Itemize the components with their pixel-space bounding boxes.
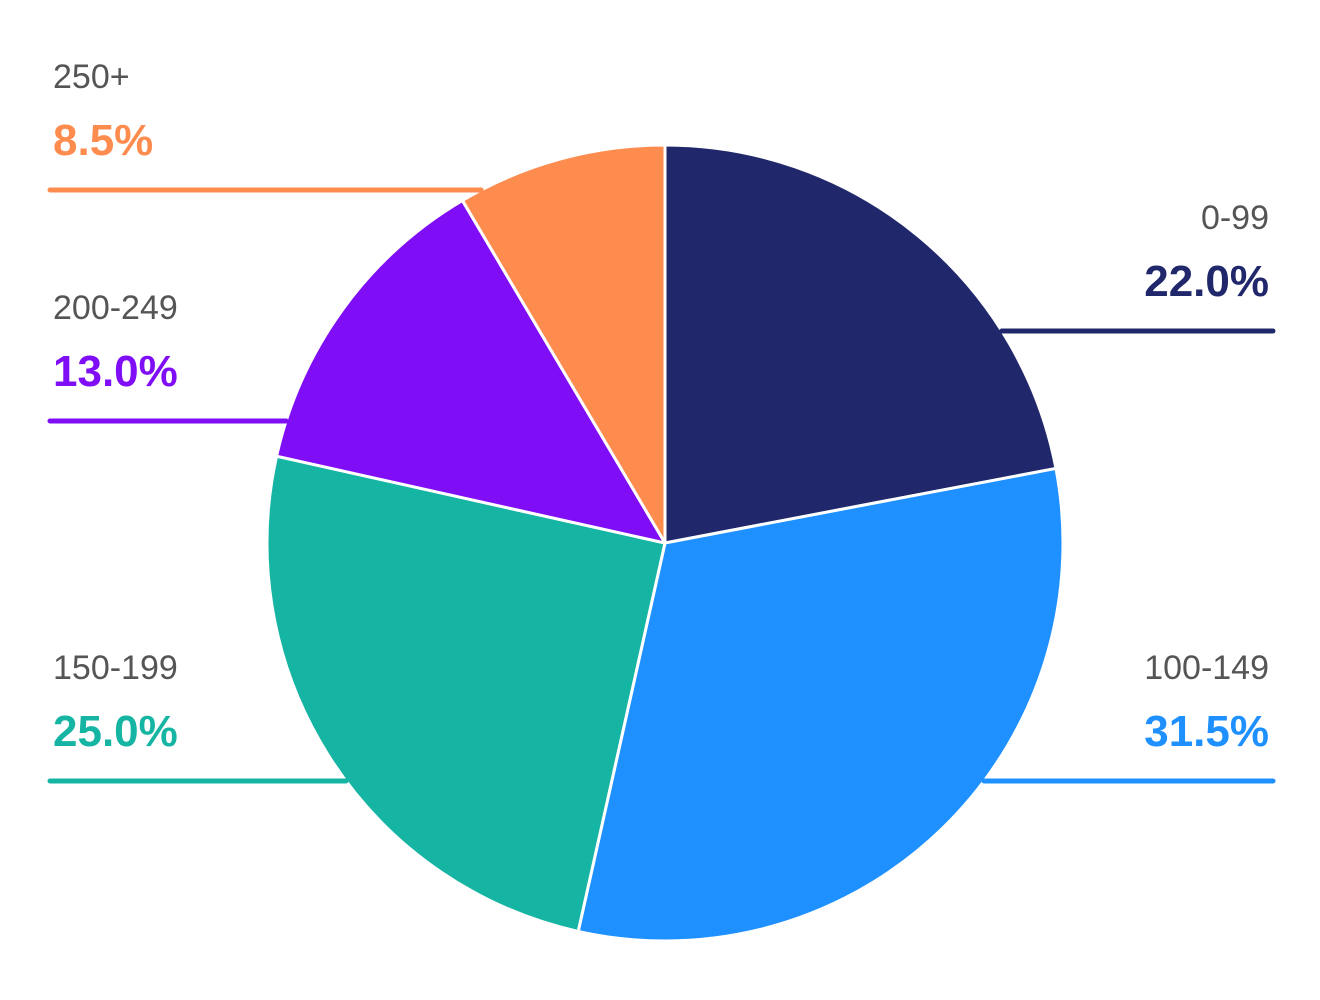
pie-slice-150-199 (265, 454, 667, 933)
slice-value-label: 13.0% (53, 347, 178, 396)
slice-value-label: 25.0% (53, 707, 178, 756)
slice-category-label: 250+ (53, 58, 130, 96)
slice-category-label: 200-249 (53, 289, 178, 327)
slice-category-label: 100-149 (1144, 649, 1269, 687)
pie-slices (265, 143, 1065, 943)
slice-category-label: 150-199 (53, 649, 178, 687)
pie-slice-200-249 (275, 198, 667, 545)
slice-category-label: 0-99 (1201, 199, 1269, 237)
slice-value-label: 8.5% (53, 116, 153, 165)
slice-value-label: 31.5% (1144, 707, 1269, 756)
slice-labels: 0-99 22.0% 100-149 31.5% 150-199 25.0% 200-249… (53, 58, 1269, 756)
pie-slice-0-99 (663, 143, 1058, 545)
leader-lines (47, 187, 1276, 784)
pie-slice-100-149 (576, 466, 1065, 943)
pie-slice-250+ (460, 143, 667, 545)
slice-value-label: 22.0% (1144, 257, 1269, 306)
